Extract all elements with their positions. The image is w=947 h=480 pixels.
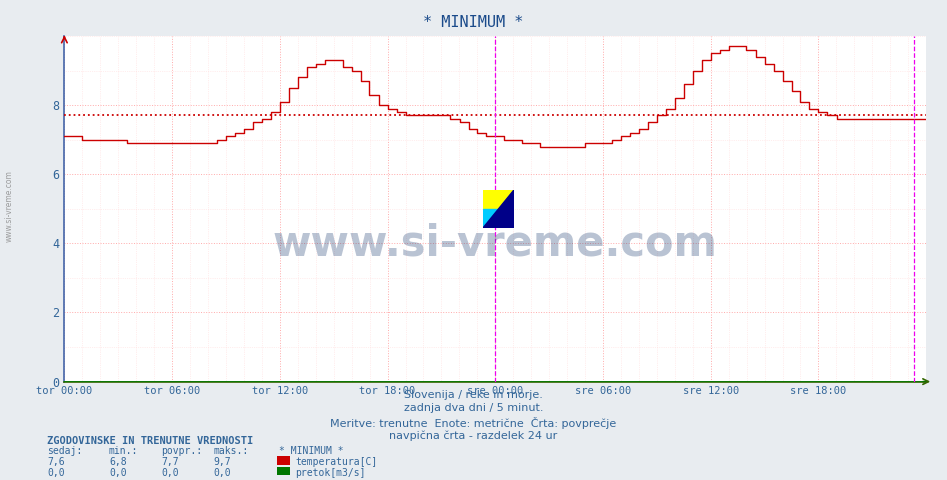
Text: pretok[m3/s]: pretok[m3/s] xyxy=(295,468,366,478)
Text: povpr.:: povpr.: xyxy=(161,446,202,456)
Text: 7,7: 7,7 xyxy=(161,457,179,467)
Text: 0,0: 0,0 xyxy=(109,468,127,478)
Text: * MINIMUM *: * MINIMUM * xyxy=(279,446,344,456)
Text: min.:: min.: xyxy=(109,446,138,456)
Text: navpična črta - razdelek 24 ur: navpična črta - razdelek 24 ur xyxy=(389,430,558,441)
Polygon shape xyxy=(483,190,514,228)
Text: 6,8: 6,8 xyxy=(109,457,127,467)
Text: sedaj:: sedaj: xyxy=(47,446,82,456)
Text: ZGODOVINSKE IN TRENUTNE VREDNOSTI: ZGODOVINSKE IN TRENUTNE VREDNOSTI xyxy=(47,436,254,446)
Text: 9,7: 9,7 xyxy=(213,457,231,467)
Text: 0,0: 0,0 xyxy=(47,468,65,478)
Text: Slovenija / reke in morje.: Slovenija / reke in morje. xyxy=(404,390,543,400)
Text: maks.:: maks.: xyxy=(213,446,248,456)
Text: 0,0: 0,0 xyxy=(161,468,179,478)
Text: 7,6: 7,6 xyxy=(47,457,65,467)
Polygon shape xyxy=(483,209,499,228)
Text: www.si-vreme.com: www.si-vreme.com xyxy=(273,222,718,264)
Polygon shape xyxy=(483,190,514,209)
Text: * MINIMUM *: * MINIMUM * xyxy=(423,15,524,30)
Text: temperatura[C]: temperatura[C] xyxy=(295,457,378,467)
Text: zadnja dva dni / 5 minut.: zadnja dva dni / 5 minut. xyxy=(403,403,544,413)
Text: 0,0: 0,0 xyxy=(213,468,231,478)
Text: www.si-vreme.com: www.si-vreme.com xyxy=(5,170,14,242)
Text: Meritve: trenutne  Enote: metrične  Črta: povprečje: Meritve: trenutne Enote: metrične Črta: … xyxy=(331,417,616,429)
